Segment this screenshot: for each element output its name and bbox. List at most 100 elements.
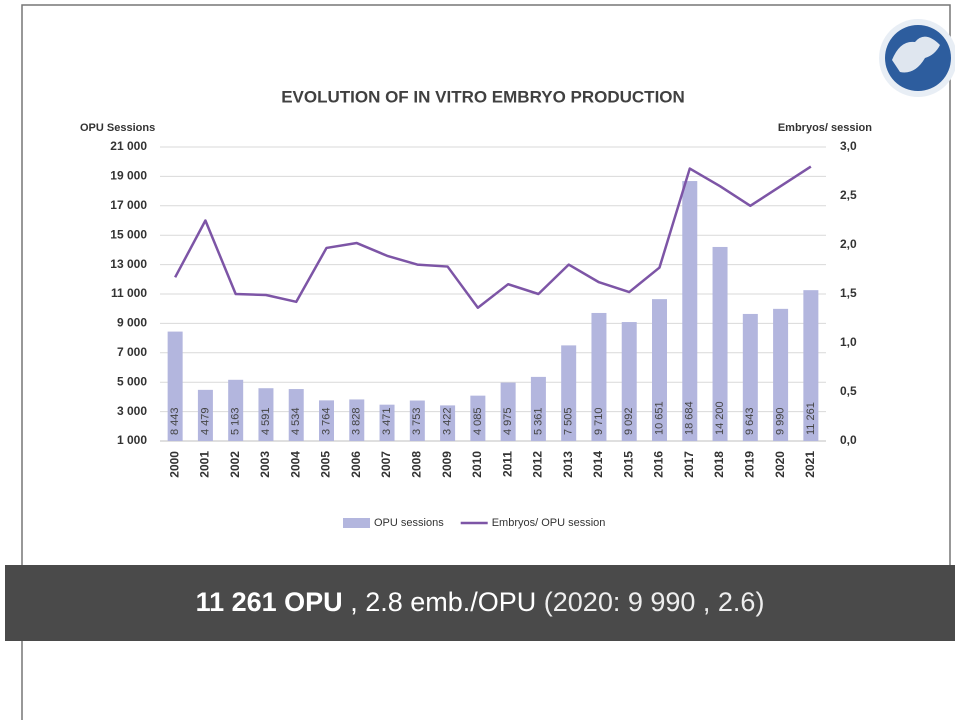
data-label: 9 092 — [623, 407, 635, 435]
bar — [742, 313, 758, 441]
data-label: 9 990 — [774, 407, 786, 435]
bar — [258, 388, 274, 441]
bar — [409, 400, 425, 441]
bar — [167, 331, 183, 441]
data-label: 5 163 — [230, 407, 242, 435]
x-tick-label: 2012 — [531, 451, 545, 478]
y2-axis-label: Embryos/ session — [778, 122, 872, 134]
y2-tick-label: 1,0 — [840, 335, 857, 349]
x-tick-label: 2004 — [288, 451, 302, 478]
data-label: 4 975 — [502, 407, 514, 435]
x-tick-label: 2002 — [228, 451, 242, 478]
y-tick-label: 15 000 — [110, 227, 147, 241]
y-tick-label: 1 000 — [117, 433, 147, 447]
y-axis-label: OPU Sessions — [80, 122, 155, 134]
banner-rest: , 2.8 emb./OPU — [350, 587, 536, 617]
bar — [440, 405, 456, 441]
legend-label: OPU sessions — [374, 517, 444, 529]
data-label: 3 828 — [351, 407, 363, 435]
banner-light: (2020: 9 990 , 2.6) — [544, 587, 765, 617]
legend-swatch — [343, 518, 370, 528]
y-tick-label: 17 000 — [110, 198, 147, 212]
y-tick-label: 5 000 — [117, 374, 147, 388]
logo — [879, 19, 955, 97]
line — [174, 165, 812, 309]
x-tick-label: 2005 — [319, 451, 333, 478]
bar — [621, 322, 637, 441]
x-tick-label: 2015 — [621, 451, 635, 478]
x-tick-label: 2019 — [742, 451, 756, 478]
y-tick-label: 21 000 — [110, 139, 147, 153]
bar — [500, 382, 516, 441]
x-tick-label: 2017 — [682, 451, 696, 478]
bar — [682, 181, 698, 441]
bar — [712, 246, 728, 441]
x-tick-label: 2001 — [198, 451, 212, 478]
y2-tick-label: 2,0 — [840, 237, 857, 251]
data-label: 3 471 — [381, 407, 393, 435]
data-label: 5 361 — [532, 407, 544, 435]
bar — [530, 376, 546, 441]
banner-bold: 11 261 OPU — [196, 587, 343, 617]
y2-tick-label: 0,5 — [840, 384, 857, 398]
data-label: 4 534 — [290, 407, 302, 435]
x-tick-label: 2006 — [349, 451, 363, 478]
data-label: 3 753 — [411, 407, 423, 435]
slide-frame — [21, 4, 951, 720]
data-label: 3 422 — [441, 407, 453, 435]
x-tick-label: 2016 — [652, 451, 666, 478]
bar — [773, 308, 789, 441]
y-tick-label: 11 000 — [111, 286, 147, 300]
data-label: 4 591 — [260, 407, 272, 435]
y-tick-label: 7 000 — [117, 345, 147, 359]
y-tick-label: 3 000 — [117, 404, 147, 418]
x-tick-label: 2007 — [379, 451, 393, 478]
y-tick-label: 9 000 — [117, 316, 147, 330]
bar — [288, 389, 304, 441]
x-tick-label: 2010 — [470, 451, 484, 478]
banner — [5, 565, 955, 641]
y2-tick-label: 3,0 — [840, 139, 857, 153]
x-tick-label: 2014 — [591, 451, 605, 478]
x-tick-label: 2003 — [258, 451, 272, 478]
y-tick-label: 13 000 — [110, 257, 147, 271]
legend-label: Embryos/ OPU session — [492, 517, 606, 529]
y2-tick-label: 2,5 — [840, 188, 857, 202]
bar — [591, 312, 607, 441]
data-label: 7 505 — [563, 407, 575, 435]
bar — [197, 389, 213, 441]
data-label: 9 710 — [593, 407, 605, 435]
data-label: 18 684 — [684, 401, 696, 435]
bar — [349, 399, 365, 441]
data-label: 11 261 — [805, 402, 817, 435]
x-tick-label: 2000 — [167, 451, 181, 478]
bar — [652, 299, 667, 441]
y-tick-label: 19 000 — [110, 169, 147, 183]
data-label: 9 643 — [744, 407, 756, 435]
x-tick-label: 2011 — [500, 451, 514, 477]
bar — [561, 345, 577, 441]
data-label: 4 085 — [472, 407, 484, 435]
x-tick-label: 2013 — [561, 451, 575, 478]
bar — [379, 404, 395, 441]
data-label: 8 443 — [169, 407, 181, 435]
data-label: 10 651 — [653, 401, 665, 435]
bar — [228, 379, 244, 441]
chart-title: EVOLUTION OF IN VITRO EMBRYO PRODUCTION — [281, 87, 685, 106]
data-label: 3 764 — [320, 407, 332, 435]
data-label: 4 479 — [199, 407, 211, 435]
y2-tick-label: 0,0 — [840, 433, 857, 447]
x-tick-label: 2009 — [440, 451, 454, 478]
x-tick-label: 2020 — [773, 451, 787, 478]
plot: 1 000 3 000 5 000 7 000 9 000 11 000 13 000 15 … — [110, 139, 857, 529]
banner-text: 11 261 OPU , 2.8 emb./OPU (2020: 9 990 ,… — [196, 587, 765, 617]
x-tick-label: 2008 — [409, 451, 423, 478]
x-tick-label: 2021 — [803, 451, 817, 478]
bar — [319, 400, 334, 441]
bar — [470, 395, 486, 441]
data-label: 14 200 — [714, 401, 726, 435]
bar — [803, 290, 819, 441]
logo-map — [892, 36, 940, 73]
x-tick-label: 2018 — [712, 451, 726, 478]
